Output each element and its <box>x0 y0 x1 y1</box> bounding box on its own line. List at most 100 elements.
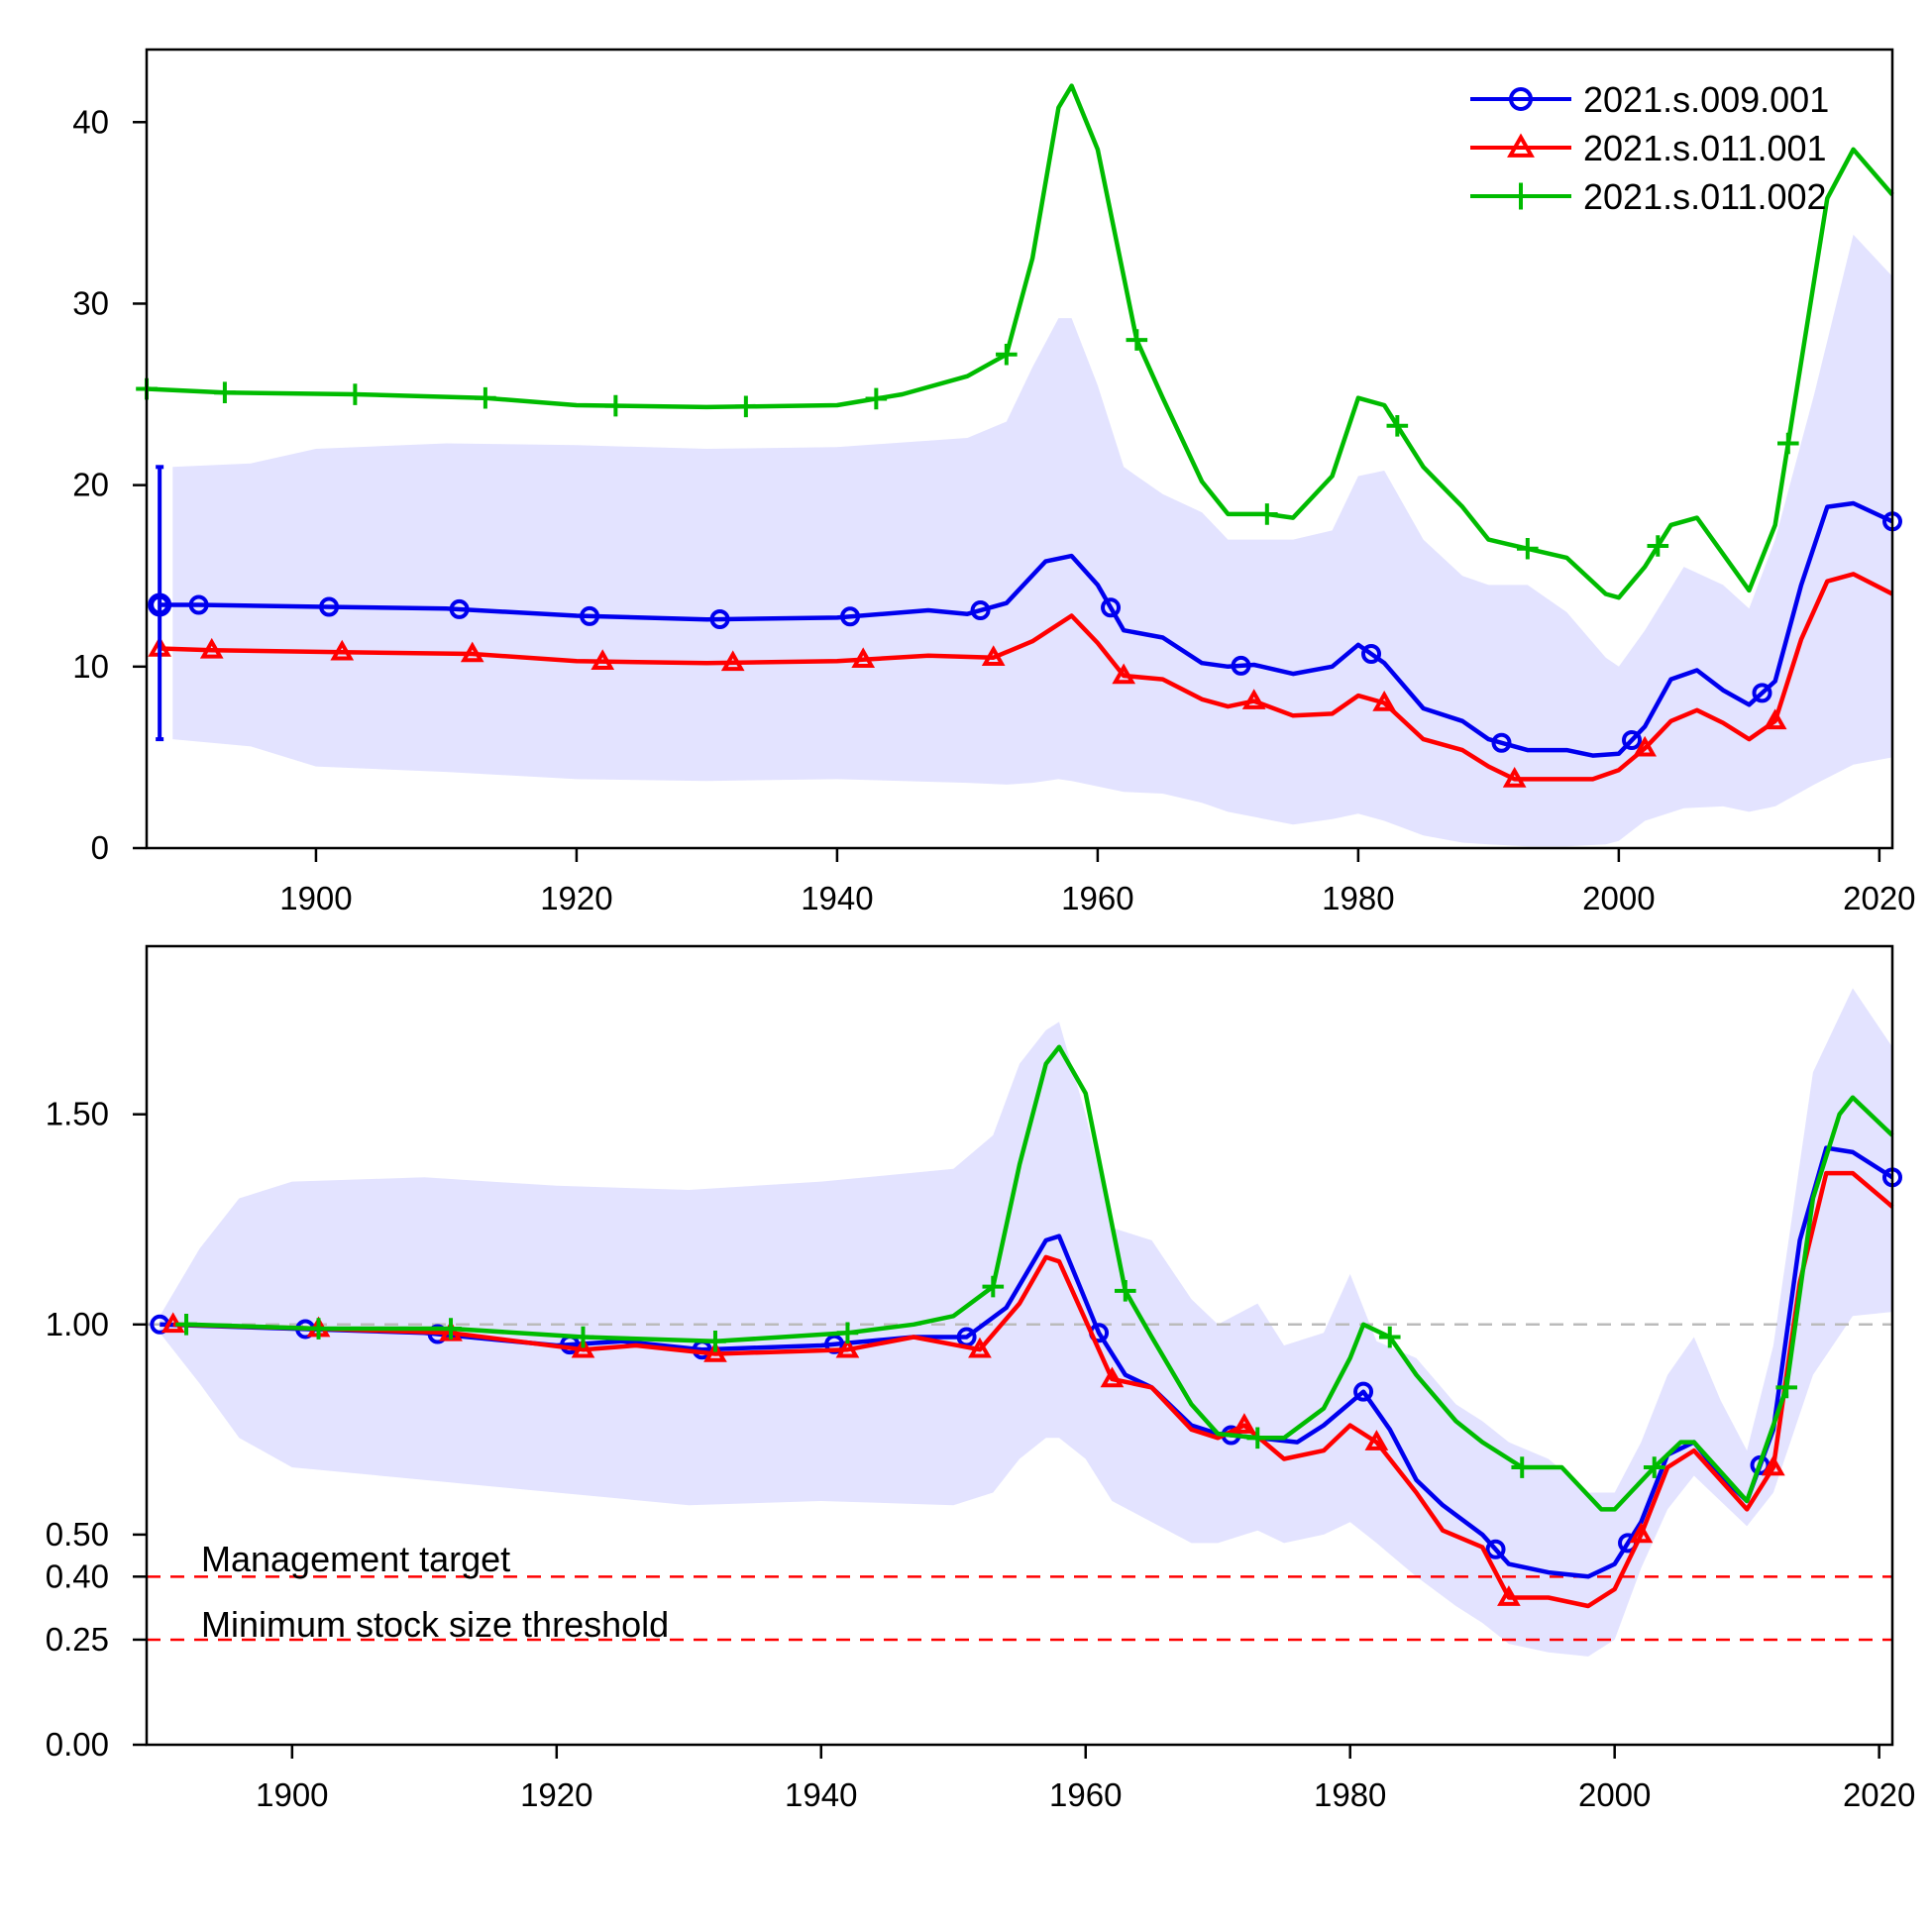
y-tick-label: 0 <box>91 829 109 866</box>
x-tick-label: 1900 <box>279 880 352 916</box>
series-line-green <box>185 1044 1894 1512</box>
data-point-blue <box>709 609 730 630</box>
x-tick-label: 1940 <box>785 1776 857 1813</box>
legend: 2021.s.009.001 2021.s.011.001 2021.s.011… <box>1470 79 1829 217</box>
legend-marker-circle <box>1509 87 1533 111</box>
data-point-green <box>1386 414 1409 437</box>
data-point-blue <box>1491 732 1512 753</box>
series-line-red <box>172 1170 1894 1609</box>
data-point-green <box>572 1326 594 1348</box>
data-point-red <box>1100 1366 1125 1388</box>
y-tick-label: 10 <box>72 648 109 685</box>
data-point-blue <box>580 605 600 626</box>
series-red <box>148 572 1894 788</box>
x-tick-label: 1960 <box>1061 880 1133 916</box>
data-point-red <box>851 647 876 669</box>
bottom-uncertainty-band <box>160 988 1892 1657</box>
x-tick-label: 1960 <box>1049 1776 1122 1813</box>
data-point-green <box>344 383 367 405</box>
y-tick-label: 1.50 <box>46 1096 109 1132</box>
data-point-green <box>1643 1456 1665 1478</box>
data-point-blue <box>319 596 340 617</box>
data-point-blue <box>1752 683 1772 703</box>
y-tick-label: 0.50 <box>46 1516 109 1553</box>
uncertainty-band-area <box>172 234 1892 847</box>
data-point-green <box>475 386 496 409</box>
plot-frame <box>145 944 1894 1747</box>
bottom-panel-relative: 1900 1920 1940 1960 1980 2000 2020 0.00 0.25 0.40… <box>46 944 1915 1813</box>
data-point-blue <box>1231 655 1251 676</box>
data-point-red <box>330 639 355 661</box>
data-point-blue <box>449 598 470 619</box>
data-point-red <box>703 1342 727 1362</box>
data-point-blue <box>188 594 209 615</box>
data-point-green <box>836 1322 859 1344</box>
data-point-red <box>1241 689 1266 709</box>
legend-marker <box>1507 182 1535 210</box>
data-point-red <box>1233 1413 1256 1434</box>
bottom-axes: 1900 1920 1940 1960 1980 2000 2020 0.00 0.25 0.40… <box>46 944 1915 1813</box>
data-point-green <box>865 387 888 410</box>
x-tick-label: 1920 <box>520 1776 592 1813</box>
data-point-green <box>1775 1376 1798 1399</box>
y-tick-label: 20 <box>72 467 109 503</box>
data-point-green <box>440 1318 462 1340</box>
legend-marker <box>1507 133 1535 158</box>
data-point-green <box>1256 503 1278 525</box>
uncertainty-band-area <box>160 988 1892 1657</box>
x-tick-label: 1980 <box>1314 1776 1386 1813</box>
data-point-red <box>968 1337 992 1358</box>
data-point-green <box>1777 432 1799 455</box>
legend-marker-plus <box>1507 182 1535 210</box>
x-tick-label: 2000 <box>1582 880 1655 916</box>
legend-marker <box>1509 87 1533 111</box>
x-tick-label: 1940 <box>801 880 873 916</box>
data-point-green <box>1378 1326 1401 1348</box>
data-point-green <box>1246 1427 1269 1449</box>
y-tick-label: 30 <box>72 284 109 321</box>
y-tick-label: 0.40 <box>46 1557 109 1594</box>
data-point-red <box>1633 735 1658 757</box>
error-bar <box>148 465 172 742</box>
top-panel-biomass: 1900 1920 1940 1960 1980 2000 2020 0 10 20 30 40 20… <box>72 48 1916 916</box>
error-bar-center <box>148 592 172 617</box>
data-point-green <box>1511 1456 1534 1478</box>
legend-label-blue: 2021.s.009.001 <box>1583 79 1829 120</box>
x-tick-label: 1900 <box>256 1776 328 1813</box>
series-green <box>136 83 1894 600</box>
data-point-blue <box>1353 1381 1374 1402</box>
data-point-red <box>1762 1454 1785 1476</box>
data-point-blue <box>1622 730 1643 751</box>
data-point-green <box>175 1313 197 1336</box>
management-target-label: Management target <box>201 1539 510 1579</box>
data-point-red <box>1502 766 1527 788</box>
data-point-blue <box>840 606 861 627</box>
data-point-red <box>981 645 1006 666</box>
legend-marker-triangle <box>1507 133 1535 158</box>
top-series-group <box>136 83 1902 788</box>
x-tick-label: 2020 <box>1843 1776 1915 1813</box>
data-point-green <box>982 1275 1005 1298</box>
data-point-red <box>835 1337 860 1358</box>
data-point-green <box>214 381 236 404</box>
data-point-green <box>735 395 757 418</box>
data-point-green <box>1126 329 1148 351</box>
series-line-blue <box>160 500 1893 758</box>
y-tick-label: 0.25 <box>46 1621 109 1658</box>
data-point-red <box>460 641 484 663</box>
data-point-green <box>704 1330 726 1352</box>
y-tick-label: 1.00 <box>46 1306 109 1342</box>
data-point-red <box>720 650 745 672</box>
data-point-red <box>1629 1522 1654 1544</box>
data-point-red <box>1763 708 1787 730</box>
legend-entry-red: 2021.s.011.001 <box>1470 128 1827 168</box>
y-tick-label: 40 <box>72 103 109 140</box>
x-tick-label: 1980 <box>1322 880 1394 916</box>
data-point-red <box>571 1337 595 1358</box>
series-blue <box>150 500 1902 758</box>
plot-frame <box>145 48 1894 850</box>
data-point-red <box>590 649 615 670</box>
data-point-green <box>1647 535 1669 557</box>
data-point-blue <box>1101 597 1122 618</box>
